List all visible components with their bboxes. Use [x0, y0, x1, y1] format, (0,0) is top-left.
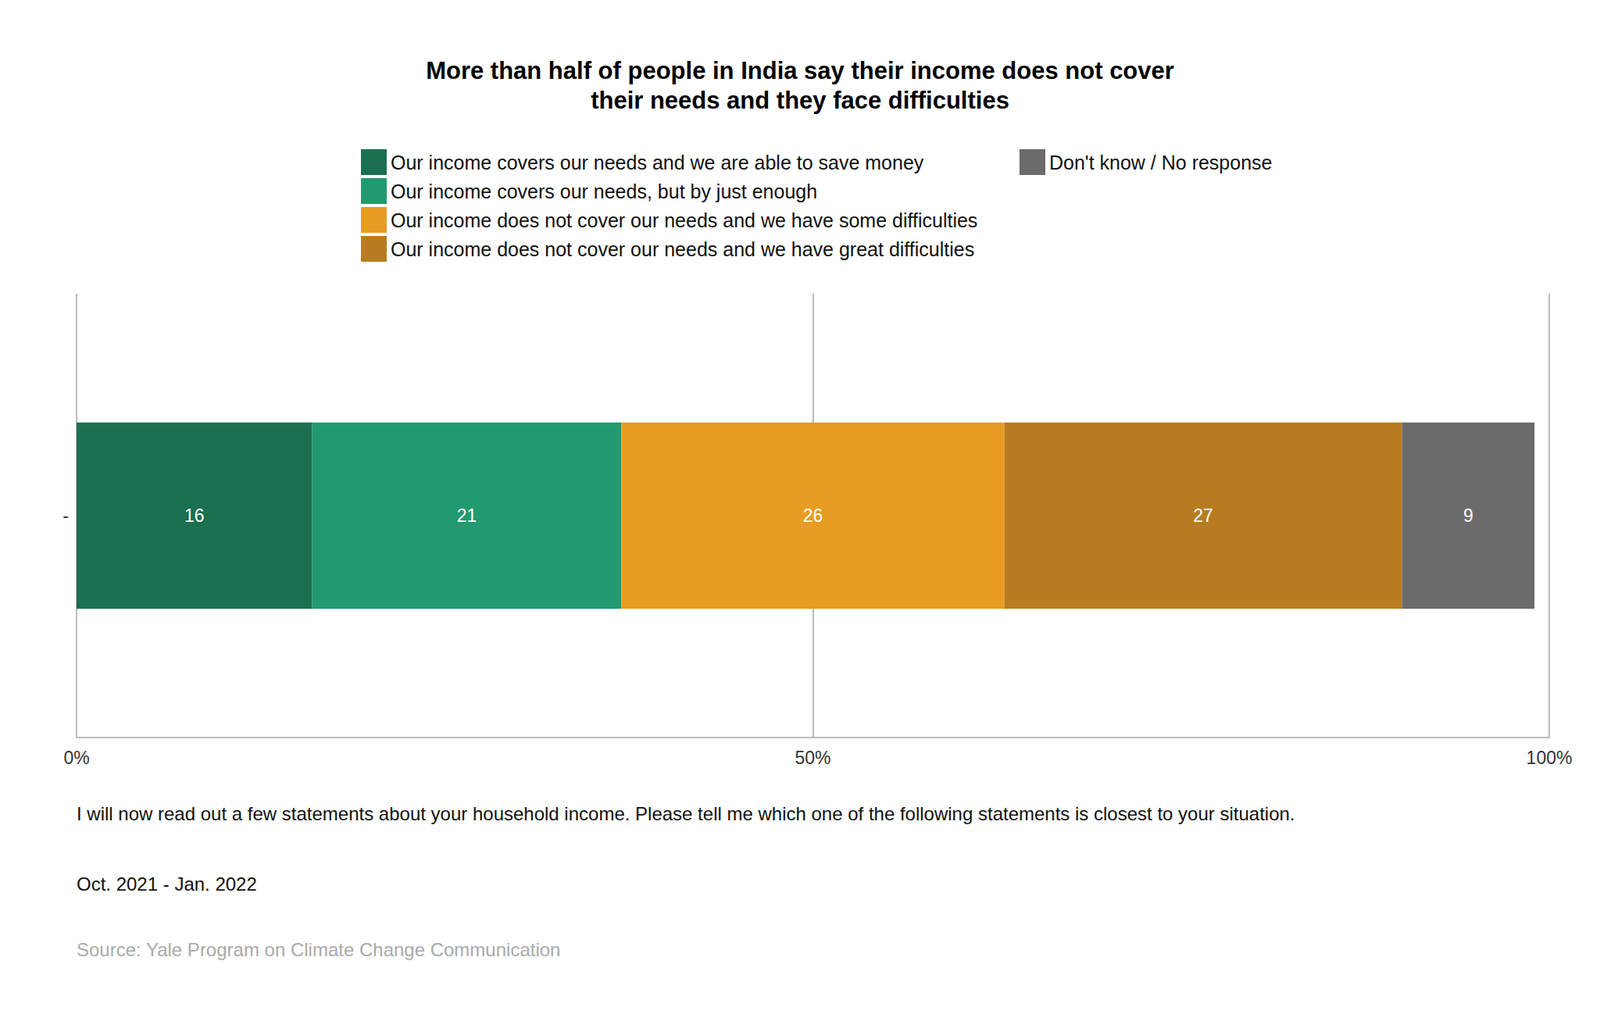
- svg-text:9: 9: [1463, 505, 1474, 526]
- svg-text:-: -: [62, 505, 69, 526]
- svg-text:Our income does not cover our: Our income does not cover our needs and …: [390, 238, 975, 261]
- svg-text:More than half of people in In: More than half of people in India say th…: [425, 57, 1175, 85]
- svg-text:Oct. 2021 - Jan. 2022: Oct. 2021 - Jan. 2022: [76, 873, 258, 895]
- svg-text:100%: 100%: [1526, 747, 1573, 768]
- svg-text:50%: 50%: [794, 747, 831, 768]
- svg-text:their needs and they face diff: their needs and they face difficulties: [590, 86, 1010, 115]
- svg-text:Source: Yale Program on Climat: Source: Yale Program on Climate Change C…: [76, 939, 561, 961]
- svg-text:16: 16: [184, 505, 205, 526]
- svg-text:27: 27: [1192, 505, 1214, 526]
- svg-text:Our income covers our needs an: Our income covers our needs and we are a…: [390, 151, 925, 174]
- svg-text:Our income covers our needs, b: Our income covers our needs, but by just…: [390, 180, 818, 203]
- svg-text:0%: 0%: [63, 747, 90, 768]
- svg-text:Don't know / No response: Don't know / No response: [1049, 151, 1272, 174]
- svg-text:Our income does not cover our: Our income does not cover our needs and …: [390, 209, 978, 232]
- svg-text:I will now read out a few stat: I will now read out a few statements abo…: [76, 803, 1296, 825]
- svg-text:21: 21: [457, 505, 478, 526]
- svg-text:26: 26: [803, 505, 824, 526]
